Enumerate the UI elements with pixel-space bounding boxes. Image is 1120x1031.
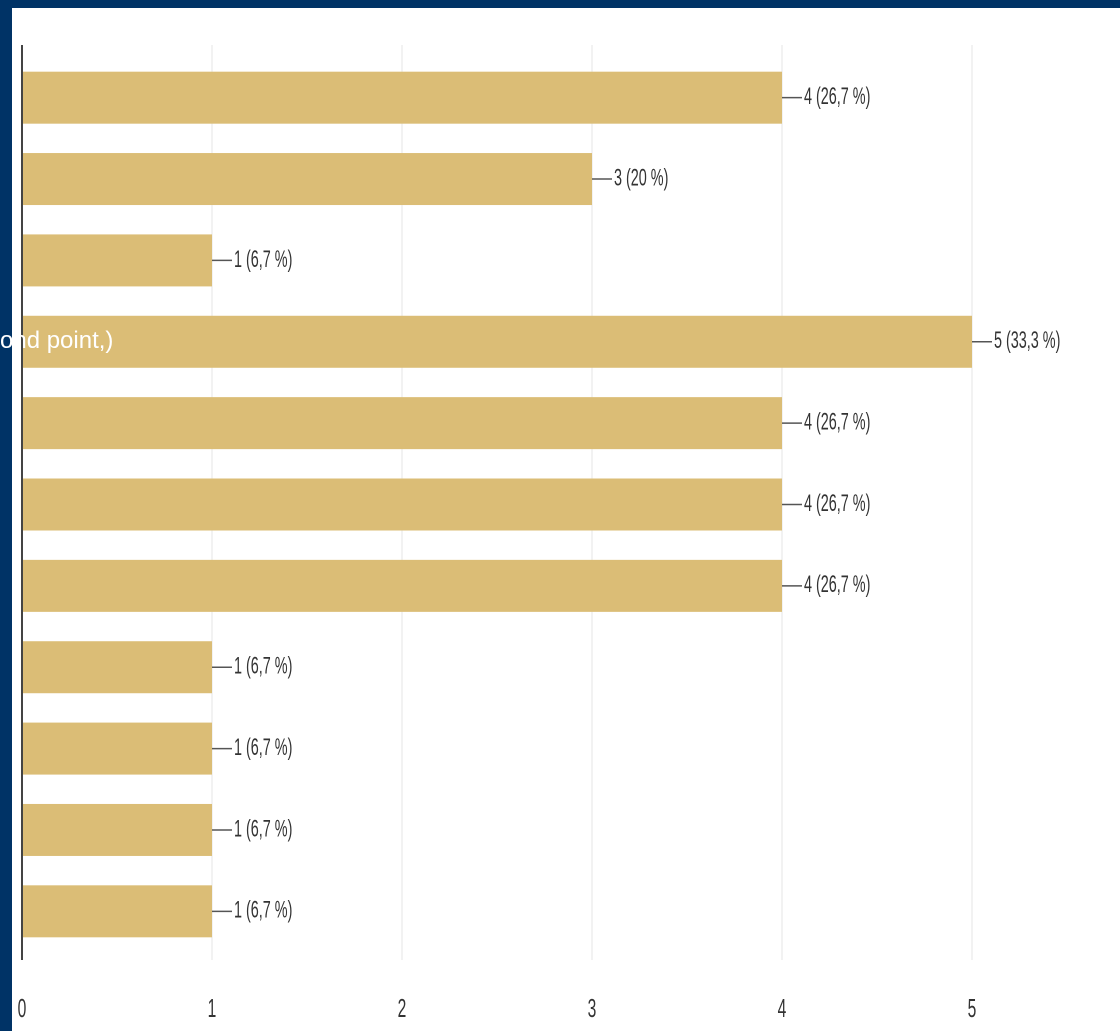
x-tick-label: 0 bbox=[18, 994, 27, 1023]
x-tick-label: 1 bbox=[208, 994, 217, 1023]
bar bbox=[22, 397, 782, 450]
value-label: 1 (6,7 %) bbox=[234, 816, 292, 843]
value-label: 4 (26,7 %) bbox=[804, 490, 870, 517]
bar bbox=[22, 71, 782, 124]
bar bbox=[22, 641, 212, 694]
bar bbox=[22, 478, 782, 531]
value-label: 4 (26,7 %) bbox=[804, 572, 870, 599]
value-label: 3 (20 %) bbox=[614, 165, 668, 192]
bar bbox=[22, 234, 212, 287]
value-label: 1 (6,7 %) bbox=[234, 653, 292, 680]
x-tick-label: 5 bbox=[968, 994, 977, 1023]
bar bbox=[22, 315, 972, 368]
bar bbox=[22, 885, 212, 938]
value-label: 1 (6,7 %) bbox=[234, 246, 292, 273]
x-tick-label: 2 bbox=[398, 994, 407, 1023]
value-label: 1 (6,7 %) bbox=[234, 734, 292, 761]
x-tick-label: 4 bbox=[778, 994, 787, 1023]
bar bbox=[22, 722, 212, 775]
value-label: 4 (26,7 %) bbox=[804, 409, 870, 436]
value-label: 5 (33,3 %) bbox=[994, 328, 1060, 355]
category-label: ond point,) bbox=[0, 327, 113, 354]
bar bbox=[22, 803, 212, 856]
x-tick-label: 3 bbox=[588, 994, 597, 1023]
value-label: 4 (26,7 %) bbox=[804, 83, 870, 110]
bar bbox=[22, 559, 782, 612]
bar bbox=[22, 153, 592, 206]
value-label: 1 (6,7 %) bbox=[234, 897, 292, 924]
